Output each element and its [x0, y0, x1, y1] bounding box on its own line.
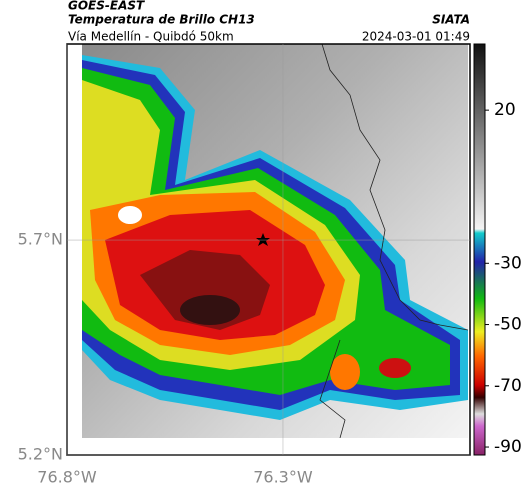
- location-marker: [256, 233, 270, 246]
- subtitle: Temperatura de Brillo CH13: [68, 13, 255, 27]
- colorbar-tick-label: -30: [494, 253, 522, 273]
- title: GOES-EAST: [68, 0, 145, 13]
- lon-tick-label: 76.3°W: [253, 468, 313, 487]
- source: SIATA: [432, 13, 470, 27]
- datetime: 2024-03-01 01:49: [362, 30, 470, 44]
- colorbar: [473, 43, 486, 456]
- satellite-image: [82, 44, 468, 438]
- lat-tick-label: 5.7°N: [18, 230, 63, 249]
- borders: [319, 44, 468, 438]
- axes: 5.7°N 5.2°N 76.8°W 76.3°W 20 -30 -50 -70 -90: [18, 44, 522, 487]
- cloud-layers: [82, 55, 468, 420]
- lat-tick-label: 5.2°N: [18, 445, 63, 464]
- lon-tick-label: 76.8°W: [37, 468, 97, 487]
- colorbar-tick-label: -90: [494, 437, 522, 457]
- colorbar-tick-label: -70: [494, 376, 522, 396]
- colorbar-tick-label: -50: [494, 315, 522, 335]
- route: Vía Medellín - Quibdó 50km: [68, 30, 234, 44]
- colorbar-tick-label: 20: [494, 100, 516, 120]
